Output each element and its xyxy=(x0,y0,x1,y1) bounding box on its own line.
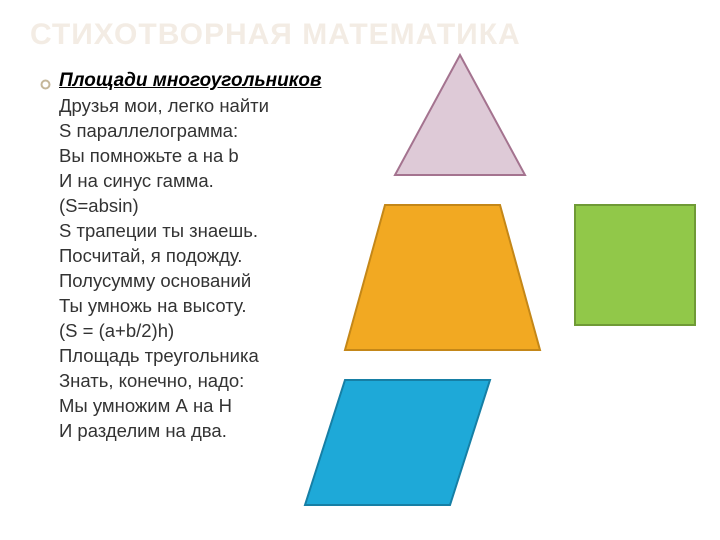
poem-container: Площади многоугольников Друзья мои, легк… xyxy=(59,70,321,444)
square-shape xyxy=(575,205,695,325)
poem-body: Друзья мои, легко найтиS параллелограмма… xyxy=(59,94,321,444)
triangle-shape xyxy=(395,55,525,175)
watermark-title: СТИХОТВОРНАЯ МАТЕМАТИКА xyxy=(30,18,690,52)
slide: СТИХОТВОРНАЯ МАТЕМАТИКА Площади многоуго… xyxy=(0,0,720,540)
watermark-text: СТИХОТВОРНАЯ МАТЕМАТИКА xyxy=(30,18,521,51)
poem-title: Площади многоугольников xyxy=(59,70,321,92)
trapezoid-shape xyxy=(345,205,540,350)
bullet-item: Площади многоугольников Друзья мои, легк… xyxy=(40,70,350,444)
bullet-icon xyxy=(40,77,51,95)
content-block: Площади многоугольников Друзья мои, легк… xyxy=(40,70,350,444)
